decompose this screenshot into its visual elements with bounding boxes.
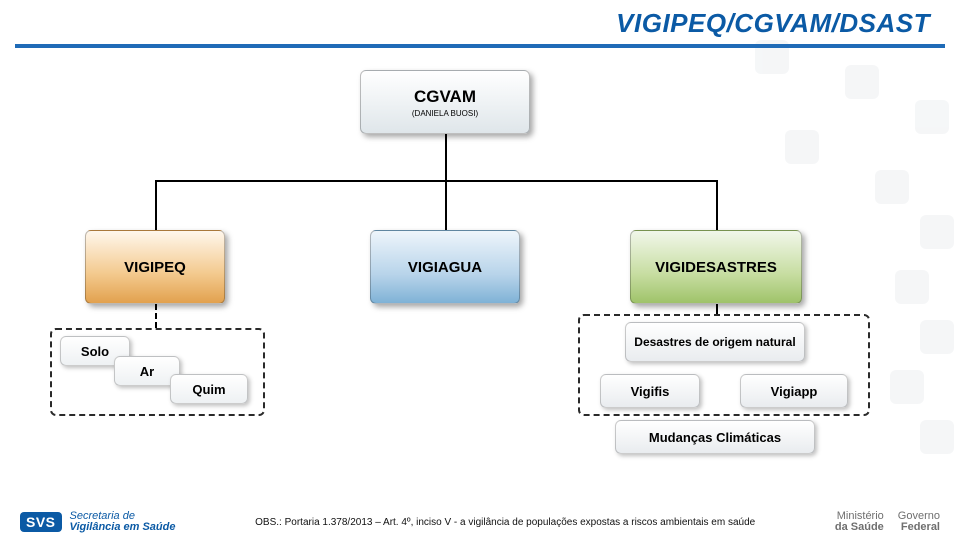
subnode-vigiapp: Vigiapp [740,374,848,408]
ministry-block: Ministério da Saúde [835,511,884,534]
connector-dashed [155,304,157,328]
node-subtitle: (DANIELA BUOSI) [412,109,478,118]
slide: VIGIPEQ/CGVAM/DSAST CGVAM (DANIELA BUOSI)… [0,0,960,540]
subnode-vigifis: Vigifis [600,374,700,408]
subnode-quim: Quim [170,374,248,404]
svs-line2: Vigilância em Saúde [70,521,176,533]
footer: SVS Secretaria de Vigilância em Saúde OB… [0,511,960,534]
node-vigiagua: VIGIAGUA [370,230,520,304]
connector [716,180,718,230]
subnode-label: Solo [81,344,109,359]
connector [155,180,717,182]
node-vigipeq: VIGIPEQ [85,230,225,304]
node-title: VIGIAGUA [408,259,482,276]
ministry-line2: da Saúde [835,521,884,533]
footer-obs: OBS.: Portaria 1.378/2013 – Art. 4º, inc… [175,517,834,528]
logo-left: SVS Secretaria de Vigilância em Saúde [20,511,175,534]
connector [445,180,447,230]
node-title: VIGIPEQ [124,259,186,276]
subnode-label: Mudanças Climáticas [649,430,781,445]
page-title: VIGIPEQ/CGVAM/DSAST [0,8,930,39]
node-vigidesastres: VIGIDESASTRES [630,230,802,304]
node-title: CGVAM [414,87,476,107]
node-root: CGVAM (DANIELA BUOSI) [360,70,530,134]
connector [155,180,157,230]
subnode-desastres: Desastres de origem natural [625,322,805,362]
bg-icon [915,100,949,134]
svs-badge: SVS [20,512,62,532]
subnode-mudancas: Mudanças Climáticas [615,420,815,454]
subnode-label: Vigifis [631,384,670,399]
connector [445,134,447,180]
subnode-label: Quim [192,382,225,397]
subnode-label: Desastres de origem natural [634,335,795,349]
bg-icon [895,270,929,304]
bg-icon [920,320,954,354]
header: VIGIPEQ/CGVAM/DSAST [0,0,960,39]
bg-icon [920,420,954,454]
subnode-label: Ar [140,364,154,379]
gov-block: Governo Federal [898,511,940,534]
node-title: VIGIDESASTRES [655,259,777,276]
svs-text: Secretaria de Vigilância em Saúde [70,511,176,534]
logo-right: Ministério da Saúde Governo Federal [835,511,940,534]
subnode-label: Vigiapp [771,384,818,399]
svs-line1: Secretaria de [70,510,135,522]
bg-icon [920,215,954,249]
header-underline [15,44,945,48]
gov-line2: Federal [901,521,940,533]
gov-line1: Governo [898,510,940,522]
org-diagram: CGVAM (DANIELA BUOSI) VIGIPEQ VIGIAGUA VIGID… [60,70,900,450]
ministry-line1: Ministério [837,510,884,522]
